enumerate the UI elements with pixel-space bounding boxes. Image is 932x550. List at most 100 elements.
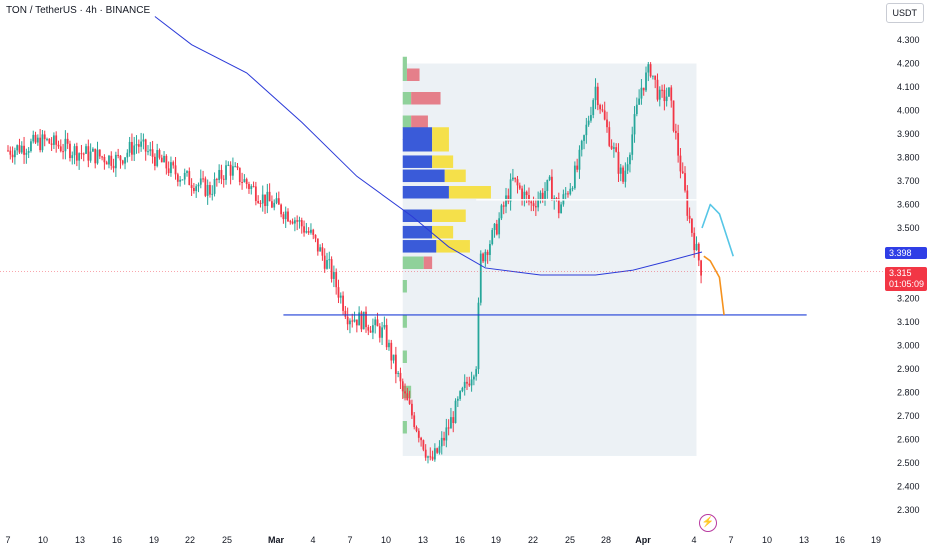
profile-bar-green — [402, 56, 407, 70]
x-tick-label: 13 — [799, 535, 809, 545]
candle-body — [335, 272, 338, 288]
candle-body — [291, 221, 294, 224]
candle-body — [564, 193, 567, 195]
candle-body — [688, 215, 691, 219]
candle-body — [436, 448, 439, 453]
candle-body — [259, 202, 262, 204]
lightning-icon[interactable]: ⚡ — [699, 514, 717, 532]
candle-body — [328, 259, 331, 261]
bearish-projection — [703, 255, 725, 316]
candle-body — [310, 229, 312, 233]
current-level-tag: 3.398 — [885, 247, 927, 259]
candle-body — [140, 141, 143, 147]
x-tick-label: 19 — [871, 535, 881, 545]
candle-body — [518, 185, 521, 189]
candle-body — [225, 165, 227, 180]
candle-body — [608, 127, 611, 146]
candle-body — [264, 194, 266, 207]
candle-body — [459, 391, 462, 399]
candle-body — [222, 178, 225, 180]
candle-body — [654, 75, 657, 80]
candle-body — [537, 199, 540, 208]
candle-body — [509, 179, 512, 202]
candle-body — [681, 171, 684, 174]
candle-body — [16, 145, 19, 151]
candle-body — [472, 376, 475, 380]
candle-body — [170, 162, 172, 174]
candle-body — [27, 151, 30, 153]
candle-body — [378, 326, 381, 338]
candle-body — [390, 342, 393, 361]
x-tick-label: Apr — [635, 535, 651, 545]
candle-body — [11, 154, 14, 158]
x-tick-label: 22 — [528, 535, 538, 545]
candle-body — [220, 169, 223, 179]
candle-body — [192, 188, 195, 192]
last-price-tag: 3.315 01:05:09 — [885, 267, 927, 291]
candle-body — [560, 204, 562, 214]
candle-body — [248, 184, 250, 189]
currency-button[interactable]: USDT — [885, 3, 924, 23]
candle-body — [66, 138, 69, 144]
profile-bar-yellow — [436, 240, 470, 253]
candle-body — [48, 138, 51, 144]
x-tick-label: 16 — [835, 535, 845, 545]
y-tick-label: 3.000 — [897, 341, 920, 351]
candle-body — [273, 202, 276, 208]
candle-body — [456, 398, 459, 401]
candle-body — [596, 86, 599, 106]
x-tick-label: 7 — [728, 535, 733, 545]
candle-body — [551, 176, 553, 201]
candle-body — [149, 149, 152, 152]
candle-body — [326, 260, 328, 269]
candle-body — [546, 179, 549, 191]
candle-body — [479, 253, 482, 303]
profile-bar-yellow — [432, 225, 454, 239]
candle-body — [213, 179, 216, 194]
x-tick-label: 19 — [491, 535, 501, 545]
candle-body — [438, 446, 441, 453]
candle-body — [585, 124, 588, 136]
candle-body — [23, 145, 25, 155]
candle-body — [261, 194, 264, 204]
profile-bar-green — [402, 92, 412, 105]
candle-body — [314, 234, 317, 239]
candle-body — [612, 147, 615, 149]
candle-body — [167, 168, 170, 174]
candle-body — [491, 229, 494, 245]
profile-bar-yellow — [444, 169, 466, 183]
candle-body — [528, 195, 530, 202]
candle-body — [507, 195, 510, 202]
profile-bar-green — [402, 280, 407, 293]
candle-body — [693, 232, 696, 251]
candle-body — [700, 260, 702, 276]
candle-body — [530, 201, 533, 204]
candle-body — [101, 156, 103, 158]
candle-body — [202, 178, 204, 180]
candle-body — [495, 223, 498, 235]
candle-body — [342, 295, 344, 311]
profile-bar-blue — [402, 127, 433, 140]
candle-body — [163, 155, 165, 163]
candle-body — [73, 146, 76, 156]
candle-body — [365, 311, 367, 328]
y-tick-label: 4.000 — [897, 106, 920, 116]
candle-body — [199, 178, 202, 185]
candle-body — [186, 171, 188, 173]
x-tick-label: 4 — [691, 535, 696, 545]
candle-body — [592, 100, 595, 116]
candle-body — [108, 155, 110, 165]
candle-body — [587, 120, 590, 125]
candle-body — [452, 417, 455, 424]
candle-body — [406, 393, 409, 401]
candle-body — [312, 229, 315, 235]
candle-body — [514, 177, 517, 180]
candle-body — [647, 64, 650, 73]
candle-body — [117, 154, 120, 156]
candle-body — [672, 100, 675, 131]
candle-body — [594, 86, 597, 101]
candle-body — [489, 244, 491, 255]
candle-body — [165, 155, 168, 169]
candle-body — [583, 135, 585, 141]
